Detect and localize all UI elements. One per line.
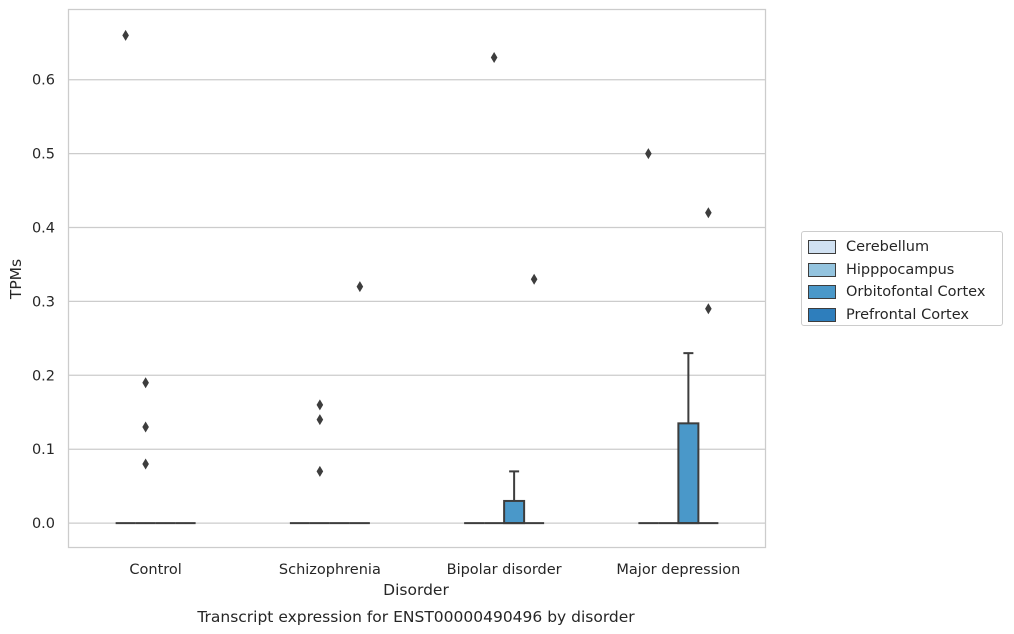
box-1-1 <box>309 399 330 525</box>
outlier-point <box>356 281 364 293</box>
legend-label-prefrontal-cortex: Prefrontal Cortex <box>846 306 969 323</box>
legend-item-orbitofrontal-cortex: Orbitofontal Cortex <box>808 281 1002 304</box>
box-body <box>503 499 526 525</box>
y-tick-label: 0.4 <box>32 221 55 237</box>
legend-swatch-cerebellum <box>808 240 836 255</box>
legend-swatch-hippocampus <box>808 262 836 277</box>
x-tick-label: Control <box>129 562 181 578</box>
legend-swatch-orbitofrontal-cortex <box>808 285 836 300</box>
box-3-1 <box>349 281 370 525</box>
outlier-point <box>142 421 149 433</box>
y-axis-label: TPMs <box>7 259 25 300</box>
y-tick-label: 0.3 <box>32 294 55 310</box>
plot-frame <box>67 8 767 549</box>
box-2-3 <box>677 352 700 525</box>
legend-label-hippocampus: Hipppocampus <box>846 261 955 278</box>
x-tick-labels: Control Schizophrenia Bipolar disorder Majo… <box>129 562 740 578</box>
outlier-point <box>705 303 712 315</box>
outlier-point <box>705 207 712 219</box>
legend-item-prefrontal-cortex: Prefrontal Cortex <box>808 304 1002 327</box>
outlier-point <box>142 458 149 470</box>
chart-title: Transcript expression for ENST0000049049… <box>196 608 635 626</box>
outlier-point <box>490 52 498 64</box>
outlier-point <box>142 377 149 389</box>
y-tick-label: 0.5 <box>32 147 55 163</box>
outlier-point <box>645 148 652 160</box>
box-0-3 <box>638 148 659 525</box>
legend-label-cerebellum: Cerebellum <box>846 239 930 256</box>
box-body <box>677 422 700 525</box>
x-axis-label: Disorder <box>383 581 449 599</box>
box-3-2 <box>524 273 545 525</box>
plot-area <box>68 9 766 548</box>
box-0-0 <box>115 29 136 525</box>
y-tick-label: 0.1 <box>32 442 55 458</box>
legend-item-cerebellum: Cerebellum <box>808 236 1002 259</box>
legend-item-hippocampus: Hipppocampus <box>808 259 1002 282</box>
boxes-layer <box>115 29 719 525</box>
box-1-2 <box>484 52 505 525</box>
y-tick-label: 0.2 <box>32 368 55 384</box>
x-tick-label: Schizophrenia <box>279 562 381 578</box>
y-tick-label: 0.0 <box>32 516 55 532</box>
legend-label-orbitofrontal-cortex: Orbitofontal Cortex <box>846 284 986 301</box>
y-tick-labels: 0.0 0.1 0.2 0.3 0.4 0.5 0.6 <box>32 73 55 532</box>
outlier-point <box>316 465 324 477</box>
x-tick-label: Major depression <box>616 562 740 578</box>
box-2-2 <box>503 470 526 525</box>
outlier-point <box>316 414 324 426</box>
outlier-point <box>122 29 129 41</box>
legend: Cerebellum Hipppocampus Orbitofontal Cor… <box>801 231 1003 326</box>
x-tick-label: Bipolar disorder <box>447 562 562 578</box>
outlier-point <box>530 273 538 285</box>
y-tick-label: 0.6 <box>32 73 55 89</box>
legend-swatch-prefrontal-cortex <box>808 307 836 322</box>
outlier-point <box>316 399 324 411</box>
box-1-0 <box>135 377 156 525</box>
box-3-3 <box>698 207 719 525</box>
